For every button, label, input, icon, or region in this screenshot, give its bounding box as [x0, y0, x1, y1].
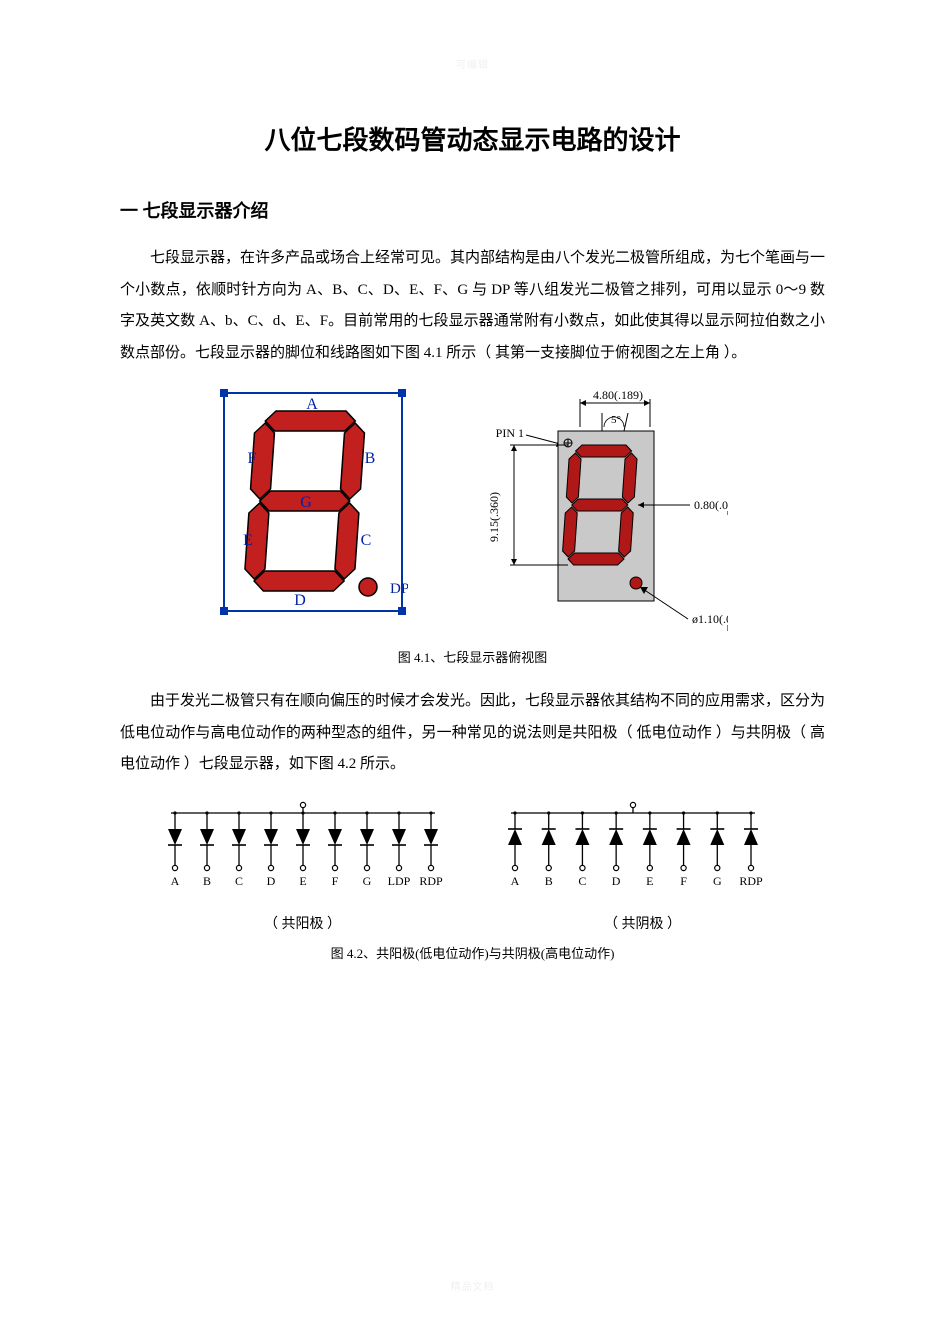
seg-label-a: A — [306, 396, 318, 413]
watermark-bottom: 精品文档 — [0, 1278, 945, 1293]
diode-label: LDP — [387, 874, 410, 888]
watermark-top: 可编辑 — [0, 56, 945, 71]
dim-dia-label: ø1.10(.043) — [692, 612, 728, 626]
diode-label: B — [544, 874, 552, 888]
seg-label-c: C — [360, 532, 371, 549]
seven-seg-dimension-diagram: 4.80(.189) 5° PIN 1 — [468, 387, 728, 637]
dim-top-label: 4.80(.189) — [593, 388, 643, 402]
diode-label: RDP — [419, 874, 443, 888]
diode-label: D — [611, 874, 620, 888]
paragraph-2: 由于发光二极管只有在顺向偏压的时候才会发光。因此，七段显示器依其结构不同的应用需… — [120, 686, 825, 781]
dim-right-label: 0.80(.031) — [694, 498, 728, 512]
page-title: 八位七段数码管动态显示电路的设计 — [120, 120, 825, 157]
paragraph-1: 七段显示器，在许多产品或场合上经常可见。其内部结构是由八个发光二极管所组成，为七… — [120, 243, 825, 369]
diode-label: F — [331, 874, 338, 888]
figure-4-2-row: A B C D E F G LDP RDP （ 共阳极 ） A B C D E F G RDP （ 共阴极 ） — [120, 799, 825, 933]
diode-label: F — [680, 874, 687, 888]
diode-label: C — [234, 874, 242, 888]
section-heading-1: 一 七段显示器介绍 — [120, 197, 825, 223]
page: 可编辑 八位七段数码管动态显示电路的设计 一 七段显示器介绍 七段显示器，在许多… — [0, 0, 945, 1337]
common-cathode-diagram: A B C D E F G RDP （ 共阴极 ） — [493, 799, 793, 933]
diode-label: E — [299, 874, 306, 888]
diode-label: A — [510, 874, 519, 888]
common-anode-diagram: A B C D E F G LDP RDP （ 共阳极 ） — [153, 799, 453, 933]
figure-4-1-row: A F B G E C D DP 4.80(.189) 5° — [120, 387, 825, 637]
diode-label: B — [202, 874, 210, 888]
seg-label-dp: DP — [390, 581, 408, 597]
seg-label-e: E — [243, 532, 253, 549]
diode-label: G — [712, 874, 721, 888]
seven-seg-svg: A F B G E C D DP — [218, 387, 408, 617]
diode-label: G — [362, 874, 371, 888]
diode-label: C — [578, 874, 586, 888]
diode-label: RDP — [739, 874, 763, 888]
dim-angle-label: 5° — [611, 414, 621, 426]
seven-seg-labeled-diagram: A F B G E C D DP — [218, 387, 408, 617]
dim-left-label: 9.15(.360) — [487, 492, 501, 542]
seg-label-f: F — [247, 450, 256, 467]
figure-4-2-caption: 图 4.2、共阳极(低电位动作)与共阴极(高电位动作) — [120, 943, 825, 962]
seg-label-b: B — [364, 450, 375, 467]
diode-label: A — [170, 874, 179, 888]
seg-label-g: G — [300, 494, 312, 511]
common-anode-caption: （ 共阳极 ） — [153, 913, 453, 933]
common-cathode-caption: （ 共阴极 ） — [493, 913, 793, 933]
seg-label-d: D — [294, 592, 306, 609]
diode-label: E — [646, 874, 653, 888]
diode-label: D — [266, 874, 275, 888]
figure-4-1-caption: 图 4.1、七段显示器俯视图 — [120, 647, 825, 666]
dim-svg: 4.80(.189) 5° PIN 1 — [468, 387, 728, 647]
dim-pin1-label: PIN 1 — [495, 426, 523, 440]
